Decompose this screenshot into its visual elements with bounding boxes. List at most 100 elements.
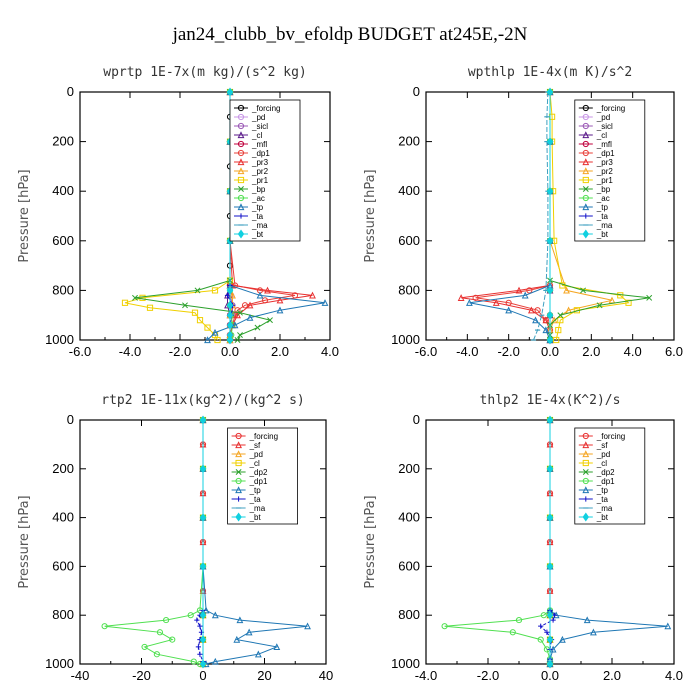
x-tick-label: 2.0 xyxy=(603,668,621,683)
y-tick-label: 400 xyxy=(52,510,74,525)
legend-entry: _cl xyxy=(251,131,262,140)
y-tick-label: 1000 xyxy=(391,332,420,347)
legend-marker xyxy=(582,441,590,449)
data-point_dp1 xyxy=(141,643,148,651)
data-point_bt xyxy=(226,320,234,330)
x-tick-label: -20 xyxy=(132,668,151,683)
data-point_pr3 xyxy=(234,311,241,319)
legend-entry: _pr1 xyxy=(596,176,614,185)
series-group xyxy=(441,415,672,669)
data-point_bt xyxy=(199,659,207,669)
legend-marker xyxy=(235,486,243,494)
data-point_ta xyxy=(538,623,544,629)
data-point_dp1 xyxy=(241,302,249,309)
data-point_dp1 xyxy=(153,651,160,658)
data-point_bp xyxy=(237,332,243,338)
data-point_tp xyxy=(233,635,241,643)
x-tick-label: -40 xyxy=(71,668,90,683)
data-point_ta xyxy=(195,644,201,650)
data-point_pr3 xyxy=(457,294,465,301)
data-point_pr3 xyxy=(542,316,550,324)
data-point_pr1 xyxy=(214,336,221,344)
data-point_dp1 xyxy=(515,616,523,624)
legend-entry: _mfl xyxy=(596,140,612,149)
legend-entry: _dp2 xyxy=(596,468,615,477)
legend-marker xyxy=(235,477,242,485)
legend-entry: _ma xyxy=(251,221,268,230)
series-line_pr1 xyxy=(549,91,630,341)
data-point_dp1 xyxy=(156,629,164,636)
legend-entry: _bp xyxy=(251,185,266,194)
legend-marker xyxy=(582,176,589,184)
legend-entry: _ma xyxy=(596,504,613,513)
legend-entry: _pd xyxy=(249,450,263,459)
legend-entry: _tp xyxy=(251,203,264,212)
data-point_pr3 xyxy=(246,301,254,309)
series-group xyxy=(457,87,653,345)
data-point_bp xyxy=(557,312,564,319)
legend-entry: _bt xyxy=(249,513,262,522)
data-point_ta xyxy=(197,651,203,657)
data-point_tp xyxy=(321,299,329,306)
legend-marker xyxy=(237,131,245,139)
legend-marker xyxy=(583,213,589,219)
data-point_bt xyxy=(199,464,207,474)
x-tick-label: 2.0 xyxy=(582,344,600,359)
data-point_bt xyxy=(546,635,554,645)
legend-marker xyxy=(582,512,590,522)
data-point_pr1 xyxy=(191,309,199,316)
legend-marker xyxy=(237,229,245,239)
data-point_bp xyxy=(596,302,603,309)
legend-entry: _dp1 xyxy=(249,477,268,486)
legend-marker xyxy=(235,432,242,440)
data-point_bp xyxy=(646,294,653,301)
legend-marker xyxy=(582,469,589,475)
legend-entry: _sf xyxy=(249,441,261,450)
data-point_pr1 xyxy=(139,294,146,301)
legend-marker xyxy=(237,194,245,202)
legend-entry: _bt xyxy=(251,230,264,239)
legend-marker xyxy=(237,167,245,175)
x-tick-label: 20 xyxy=(257,668,271,683)
data-point_dp1 xyxy=(187,612,194,619)
x-tick-label: 40 xyxy=(319,668,333,683)
legend-entry: _pr3 xyxy=(251,158,269,167)
legend-marker xyxy=(235,459,242,467)
legend-entry: _mfl xyxy=(251,140,267,149)
data-point_bt xyxy=(546,186,554,196)
data-point_tp xyxy=(505,306,513,314)
y-tick-label: 800 xyxy=(52,607,74,622)
x-tick-label: -4.0 xyxy=(119,344,141,359)
legend-entry: _tp xyxy=(596,486,609,495)
data-point_tp xyxy=(532,316,539,324)
data-point_pr1 xyxy=(557,317,564,324)
y-axis-label: Pressure [hPa] xyxy=(363,169,378,262)
data-point_bp xyxy=(267,317,273,324)
legend-entry: _ma xyxy=(249,504,266,513)
legend-entry: _pr2 xyxy=(251,167,269,176)
legend: _forcing_sf_pd_cl_dp2_dp1_tp_ta_ma_bt xyxy=(227,427,299,525)
legend-marker xyxy=(583,496,589,502)
data-point_pr2 xyxy=(563,286,570,294)
legend-marker xyxy=(582,167,590,175)
data-point_tp xyxy=(304,622,311,630)
legend-marker xyxy=(238,186,244,192)
legend-marker xyxy=(582,158,590,166)
legend-marker xyxy=(235,450,243,458)
legend-marker xyxy=(582,459,589,467)
data-point_bp xyxy=(254,324,261,331)
legend-entry: _pr2 xyxy=(596,167,614,176)
x-tick-label: 6.0 xyxy=(665,344,683,359)
series-line_ma xyxy=(533,91,549,341)
data-point_ta xyxy=(197,623,203,629)
legend-entry: _bt xyxy=(596,513,609,522)
data-point_pr1 xyxy=(204,324,211,331)
x-tick-label: 2.0 xyxy=(271,344,289,359)
legend-entry: _dp1 xyxy=(251,149,270,158)
legend-marker xyxy=(582,186,589,192)
data-point_bp xyxy=(182,302,188,309)
legend-entry: _ma xyxy=(596,221,613,230)
legend-entry: _dp1 xyxy=(596,477,615,486)
data-point_bp xyxy=(237,309,243,316)
